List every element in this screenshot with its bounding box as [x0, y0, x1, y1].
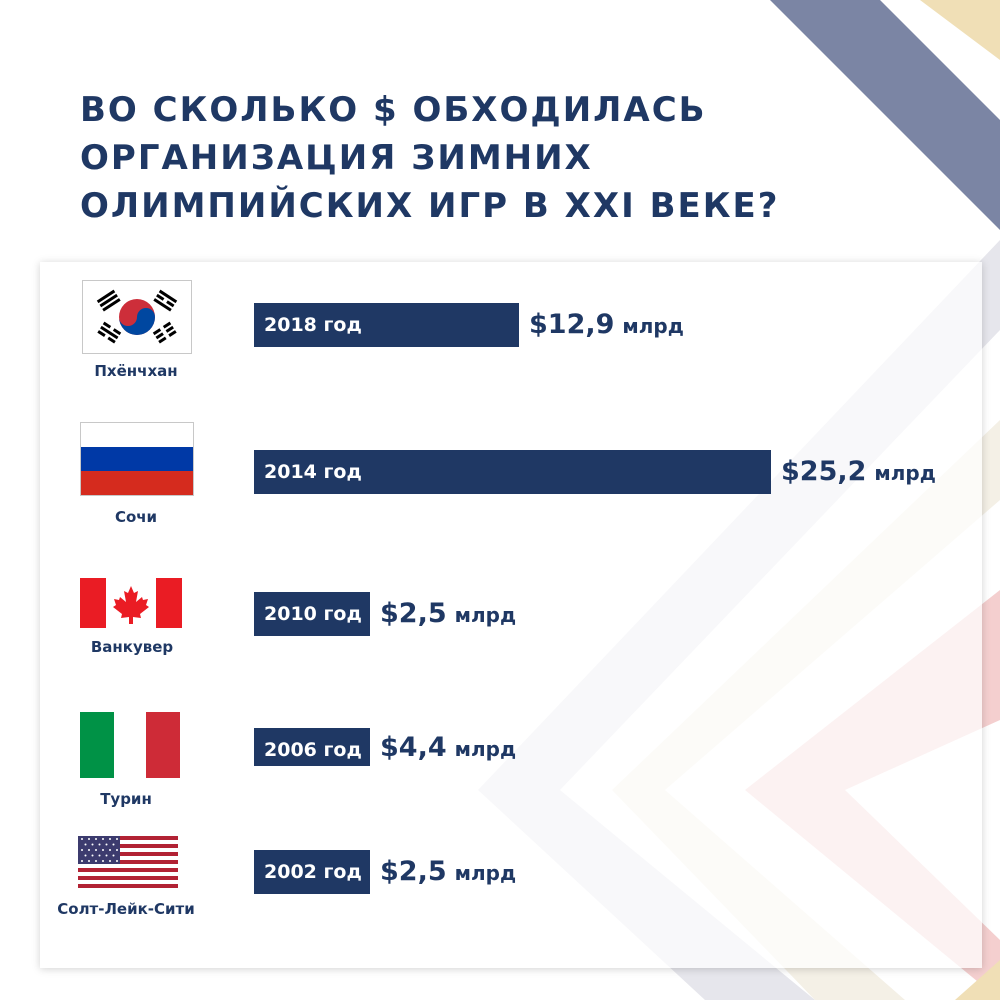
value-label: $2,5 млрд: [380, 592, 516, 639]
title-line-3: ОЛИМПИЙСКИХ ИГР В XXI ВЕКЕ?: [80, 186, 780, 226]
value-unit: млрд: [622, 314, 684, 338]
page-title: ВО СКОЛЬКО $ ОБХОДИЛАСЬ ОРГАНИЗАЦИЯ ЗИМН…: [80, 86, 860, 230]
bar-year-label: 2006 год: [264, 739, 362, 761]
value-unit: млрд: [454, 603, 517, 627]
title-line-2: ОРГАНИЗАЦИЯ ЗИМНИХ: [80, 134, 860, 182]
value-unit: млрд: [874, 461, 936, 485]
bar-year-label: 2010 год: [264, 603, 362, 625]
bar-year-label: 2014 год: [264, 461, 362, 483]
bar: 2010 год: [254, 592, 370, 636]
value-amount: $25,2: [781, 456, 867, 487]
value-label: $25,2 млрд: [781, 450, 936, 497]
title-emphasis: ЗИМНИХ: [411, 138, 593, 178]
south-korea-flag-icon: [82, 280, 192, 354]
russia-flag-icon: [80, 422, 194, 496]
bar: 2006 год: [254, 728, 370, 766]
bar: 2002 год: [254, 850, 370, 894]
value-label: $2,5 млрд: [380, 850, 516, 897]
value-label: $4,4 млрд: [380, 726, 516, 773]
italy-flag-icon: [80, 712, 180, 778]
city-label: Турин: [100, 790, 152, 808]
bar-year-label: 2018 год: [264, 314, 362, 336]
value-unit: млрд: [454, 737, 517, 761]
value-amount: $2,5: [380, 856, 447, 887]
city-label: Солт-Лейк-Сити: [57, 900, 195, 918]
bar-year-label: 2002 год: [264, 861, 362, 883]
title-line-2-text: ОРГАНИЗАЦИЯ: [80, 138, 412, 178]
city-label: Сочи: [114, 508, 158, 526]
bar: 2018 год: [254, 303, 519, 347]
canada-flag-icon: [80, 578, 182, 628]
value-unit: млрд: [454, 861, 517, 885]
city-label: Ванкувер: [90, 638, 174, 656]
value-amount: $2,5: [380, 598, 447, 629]
city-label: Пхёнчхан: [94, 362, 178, 380]
bar: 2014 год: [254, 450, 771, 494]
title-line-1: ВО СКОЛЬКО $ ОБХОДИЛАСЬ: [80, 90, 707, 130]
usa-flag-icon: [78, 836, 178, 888]
value-amount: $12,9: [529, 309, 615, 340]
value-label: $12,9 млрд: [529, 303, 684, 350]
value-amount: $4,4: [380, 732, 447, 763]
chart-panel: Пхёнчхан 2018 год $12,9 млрд Сочи 2014 го…: [40, 262, 982, 968]
